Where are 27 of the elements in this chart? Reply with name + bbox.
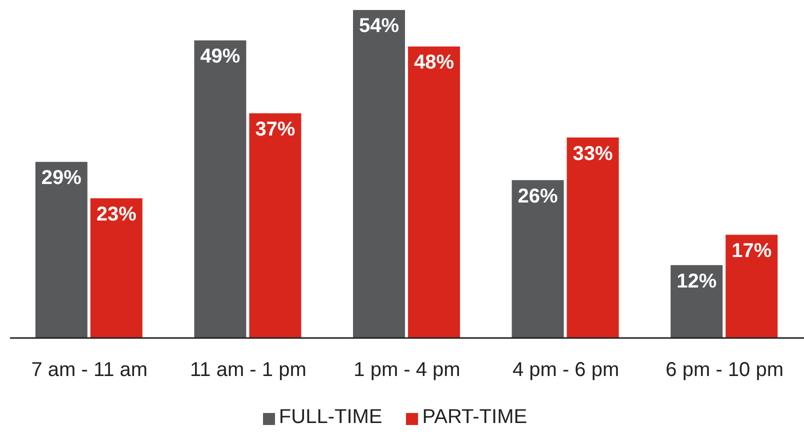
x-tick-label: 6 pm - 10 pm — [666, 359, 784, 382]
data-label: 48% — [414, 52, 454, 74]
data-label: 12% — [676, 270, 717, 292]
x-tick-label: 7 am - 11 am — [31, 359, 148, 382]
legend-label: FULL-TIME — [278, 406, 382, 428]
bar — [408, 46, 460, 338]
bar — [90, 198, 142, 338]
x-tick-label: 4 pm - 6 pm — [512, 359, 620, 382]
bar — [194, 40, 246, 338]
data-label: 33% — [572, 142, 614, 165]
legend-label: PART-TIME — [422, 406, 528, 428]
bar — [353, 10, 406, 338]
bar — [249, 113, 302, 338]
x-tick-label: 1 pm - 4 pm — [354, 359, 460, 382]
bar — [726, 234, 778, 338]
data-label: 54% — [358, 15, 400, 38]
data-label: 49% — [200, 46, 240, 68]
data-label: 17% — [732, 240, 772, 262]
data-label: 26% — [518, 185, 558, 208]
bar — [35, 162, 88, 338]
bar — [566, 138, 619, 338]
data-label: 29% — [41, 167, 82, 190]
data-label: 37% — [255, 118, 296, 140]
bar — [670, 265, 723, 338]
bar — [512, 180, 564, 338]
data-label: 23% — [96, 203, 137, 226]
x-tick-label: 11 am - 1 pm — [190, 359, 306, 382]
